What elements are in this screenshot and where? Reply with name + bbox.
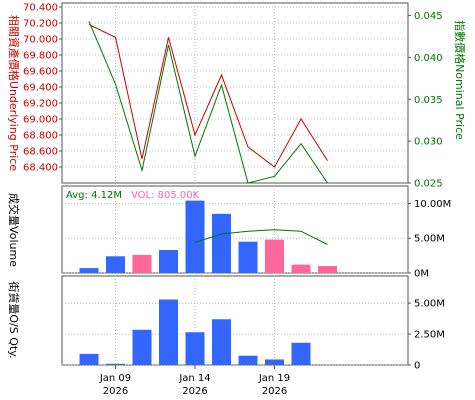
left-axis-tick-label: 68.800 <box>23 131 58 142</box>
outstanding-bar <box>212 319 231 365</box>
outstanding-tick-label: 5.00M <box>414 299 445 310</box>
x-tick-label: Jan 19 <box>258 373 290 384</box>
volume-bar <box>159 250 178 273</box>
volume-tick-label: 10.00M <box>414 199 451 210</box>
outstanding-tick-label: 2.50M <box>414 330 445 341</box>
outstanding-bar <box>265 359 284 365</box>
right-axis-title: 指數價格Nominal Price <box>453 20 467 140</box>
nominal-price-line <box>88 21 328 184</box>
left-axis-tick-label: 69.400 <box>23 83 58 94</box>
left-axis-tick-label: 69.200 <box>23 99 58 110</box>
outstanding-axis-title: 街貨量O/S Qty. <box>7 281 21 358</box>
outstanding-bar <box>238 355 258 365</box>
left-axis-tick-label: 69.800 <box>23 51 58 62</box>
outstanding-tick-label: 0 <box>414 361 420 372</box>
x-tick-label: Jan 14 <box>178 373 210 384</box>
right-axis-tick-label: 0.025 <box>414 179 443 190</box>
left-axis-tick-label: 70.400 <box>23 3 58 14</box>
left-axis-tick-label: 68.600 <box>23 147 58 158</box>
volume-bar <box>106 256 125 273</box>
x-tick-year: 2026 <box>182 386 207 397</box>
outstanding-bar <box>291 342 311 365</box>
volume-bar <box>212 213 231 273</box>
volume-axis-title: 成交量Volume <box>7 193 21 267</box>
left-axis-tick-label: 70.000 <box>23 35 58 46</box>
volume-average-line <box>194 229 328 245</box>
outstanding-bar <box>106 363 125 365</box>
left-axis-tick-label: 68.400 <box>23 163 58 174</box>
volume-tick-label: 5.00M <box>414 234 445 245</box>
outstanding-bar <box>79 353 99 365</box>
x-tick-year: 2026 <box>103 386 128 397</box>
right-axis-tick-label: 0.040 <box>414 53 443 64</box>
volume-bar <box>265 239 284 273</box>
price-panel-frame <box>61 2 409 184</box>
volume-vol-legend: VOL: 805.00K <box>131 190 200 201</box>
right-axis-tick-label: 0.030 <box>414 137 443 148</box>
left-axis-tick-label: 69.000 <box>23 115 58 126</box>
volume-bar <box>79 268 99 273</box>
volume-bar <box>238 241 258 273</box>
x-tick-year: 2026 <box>262 386 287 397</box>
x-tick-label: Jan 09 <box>99 373 131 384</box>
volume-bar <box>291 264 311 273</box>
volume-bar <box>132 254 152 273</box>
left-axis-tick-label: 69.600 <box>23 67 58 78</box>
underlying-price-line <box>88 24 328 168</box>
outstanding-bar <box>159 299 178 365</box>
right-axis-tick-label: 0.045 <box>414 11 443 22</box>
outstanding-bar <box>132 329 152 365</box>
outstanding-panel-frame <box>61 275 409 366</box>
right-axis-tick-label: 0.035 <box>414 95 443 106</box>
volume-tick-label: 0M <box>414 269 429 280</box>
left-axis-tick-label: 70.200 <box>23 19 58 30</box>
volume-bar <box>318 266 337 273</box>
left-axis-title: 相關資產價格Underlying Price <box>7 15 21 171</box>
outstanding-bar <box>185 332 205 365</box>
volume-avg-legend: Avg: 4.12M <box>66 190 122 201</box>
volume-bar <box>185 200 205 273</box>
